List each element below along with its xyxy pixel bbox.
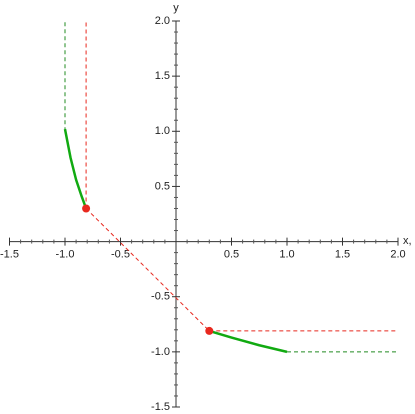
x-tick-label: 1.5 xyxy=(335,248,350,260)
y-tick-label: 1.0 xyxy=(155,125,170,137)
x-tick-label: 0.5 xyxy=(224,248,239,260)
y-tick-label: 1.5 xyxy=(155,70,170,82)
curve xyxy=(63,128,88,209)
y-axis-label: y xyxy=(173,2,179,14)
y-tick-label: -1.0 xyxy=(151,346,170,358)
y-tick-label: 0.5 xyxy=(155,180,170,192)
curve xyxy=(208,329,288,354)
x-tick-label: 2.0 xyxy=(390,248,405,260)
x-tick-label: -0.5 xyxy=(111,248,130,260)
y-tick-label: -0.5 xyxy=(151,291,170,303)
point xyxy=(205,326,214,335)
curve xyxy=(85,208,210,332)
x-tick-label: 1.0 xyxy=(279,248,294,260)
x-axis-label: x, xyxy=(403,235,412,247)
x-tick-label: -1.5 xyxy=(0,248,19,260)
y-tick-label: -1.5 xyxy=(151,401,170,413)
point xyxy=(82,204,91,213)
x-tick-label: -1.0 xyxy=(56,248,75,260)
y-tick-label: 2.0 xyxy=(155,15,170,27)
